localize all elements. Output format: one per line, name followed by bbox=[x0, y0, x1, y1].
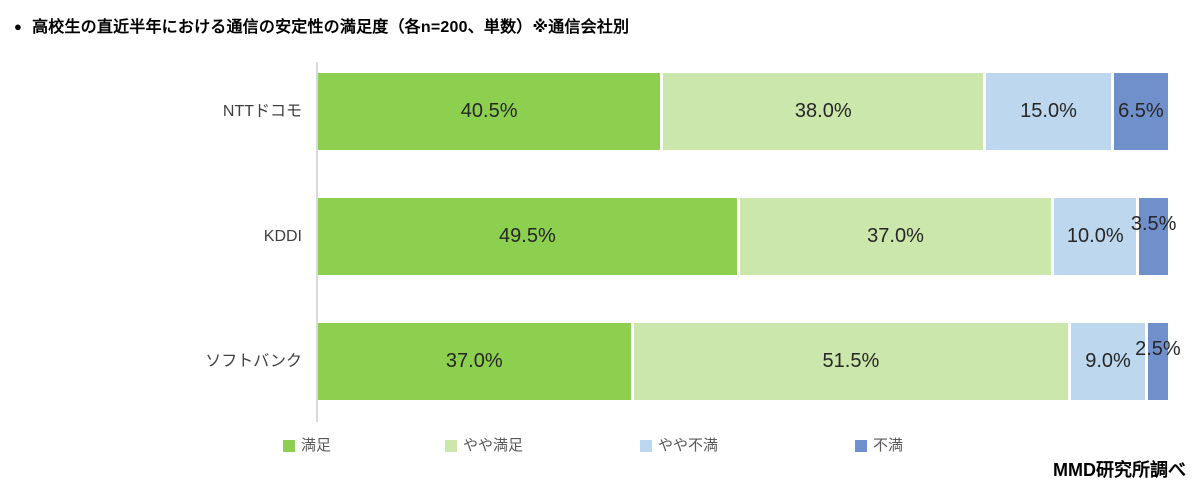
legend-label: 不満 bbox=[873, 437, 904, 454]
y-axis-line bbox=[316, 62, 318, 422]
bar-segment: 38.0% bbox=[662, 73, 986, 150]
bar-segment: 49.5% bbox=[318, 198, 739, 275]
value-label: 40.5% bbox=[460, 100, 518, 122]
bar-segment: 2.5% bbox=[1135, 323, 1181, 400]
stacked-bar: 40.5% 38.0% 15.0% 6.5% bbox=[318, 73, 1168, 150]
legend-swatch-somewhat-dissatisfied bbox=[640, 440, 652, 452]
value-label: 38.0% bbox=[794, 100, 852, 122]
legend-label: やや満足 bbox=[463, 437, 524, 454]
legend-swatch-somewhat-satisfied bbox=[445, 440, 457, 452]
stacked-bar: 49.5% 37.0% 10.0% 3.5% bbox=[318, 198, 1176, 275]
value-label: 2.5% bbox=[1135, 338, 1181, 360]
bar-row: ソフトバンク 37.0% 51.5% 9.0% 2.5% bbox=[0, 323, 1200, 400]
legend-item-somewhat-satisfied: やや満足 bbox=[445, 434, 523, 454]
bar-segment: 15.0% bbox=[985, 73, 1113, 150]
value-label: 37.0% bbox=[445, 350, 503, 372]
bar-row: NTTドコモ 40.5% 38.0% 15.0% 6.5% bbox=[0, 73, 1200, 150]
legend-swatch-dissatisfied bbox=[855, 440, 867, 452]
bar-segment: 6.5% bbox=[1112, 73, 1168, 150]
legend-label: やや不満 bbox=[658, 437, 719, 454]
bar-segment: 37.0% bbox=[318, 323, 633, 400]
bullet-icon: ● bbox=[14, 19, 23, 34]
bar-segment: 51.5% bbox=[632, 323, 1071, 400]
value-label: 3.5% bbox=[1130, 213, 1177, 235]
legend-swatch-satisfied bbox=[283, 440, 295, 452]
value-label: 37.0% bbox=[867, 225, 924, 247]
bar-segment: 37.0% bbox=[738, 198, 1054, 275]
value-label: 10.0% bbox=[1066, 225, 1124, 247]
bar-row: KDDI 49.5% 37.0% 10.0% 3.5% bbox=[0, 198, 1200, 275]
legend-item-dissatisfied: 不満 bbox=[855, 434, 903, 454]
value-label: 9.0% bbox=[1085, 350, 1131, 372]
bar-segment: 40.5% bbox=[318, 73, 663, 150]
value-label: 6.5% bbox=[1118, 100, 1164, 122]
legend-item-satisfied: 満足 bbox=[283, 434, 331, 454]
bar-segment: 10.0% bbox=[1053, 198, 1139, 275]
value-label: 15.0% bbox=[1020, 100, 1077, 122]
legend-item-somewhat-dissatisfied: やや不満 bbox=[640, 434, 718, 454]
category-label: KDDI bbox=[263, 228, 302, 245]
stacked-bar: 37.0% 51.5% 9.0% 2.5% bbox=[318, 323, 1181, 400]
category-label: NTTドコモ bbox=[222, 103, 302, 120]
chart-title: ● 高校生の直近半年における通信の安定性の満足度（各n=200、単数）※通信会社別 bbox=[14, 13, 629, 37]
value-label: 49.5% bbox=[499, 225, 556, 247]
category-label: ソフトバンク bbox=[205, 353, 302, 370]
chart-title-text: 高校生の直近半年における通信の安定性の満足度（各n=200、単数）※通信会社別 bbox=[32, 19, 630, 36]
source-credit: MMD研究所調べ bbox=[1053, 460, 1186, 480]
bar-segment: 3.5% bbox=[1131, 198, 1176, 275]
legend-label: 満足 bbox=[301, 437, 332, 454]
bar-segment: 9.0% bbox=[1070, 323, 1147, 400]
value-label: 51.5% bbox=[822, 350, 880, 372]
